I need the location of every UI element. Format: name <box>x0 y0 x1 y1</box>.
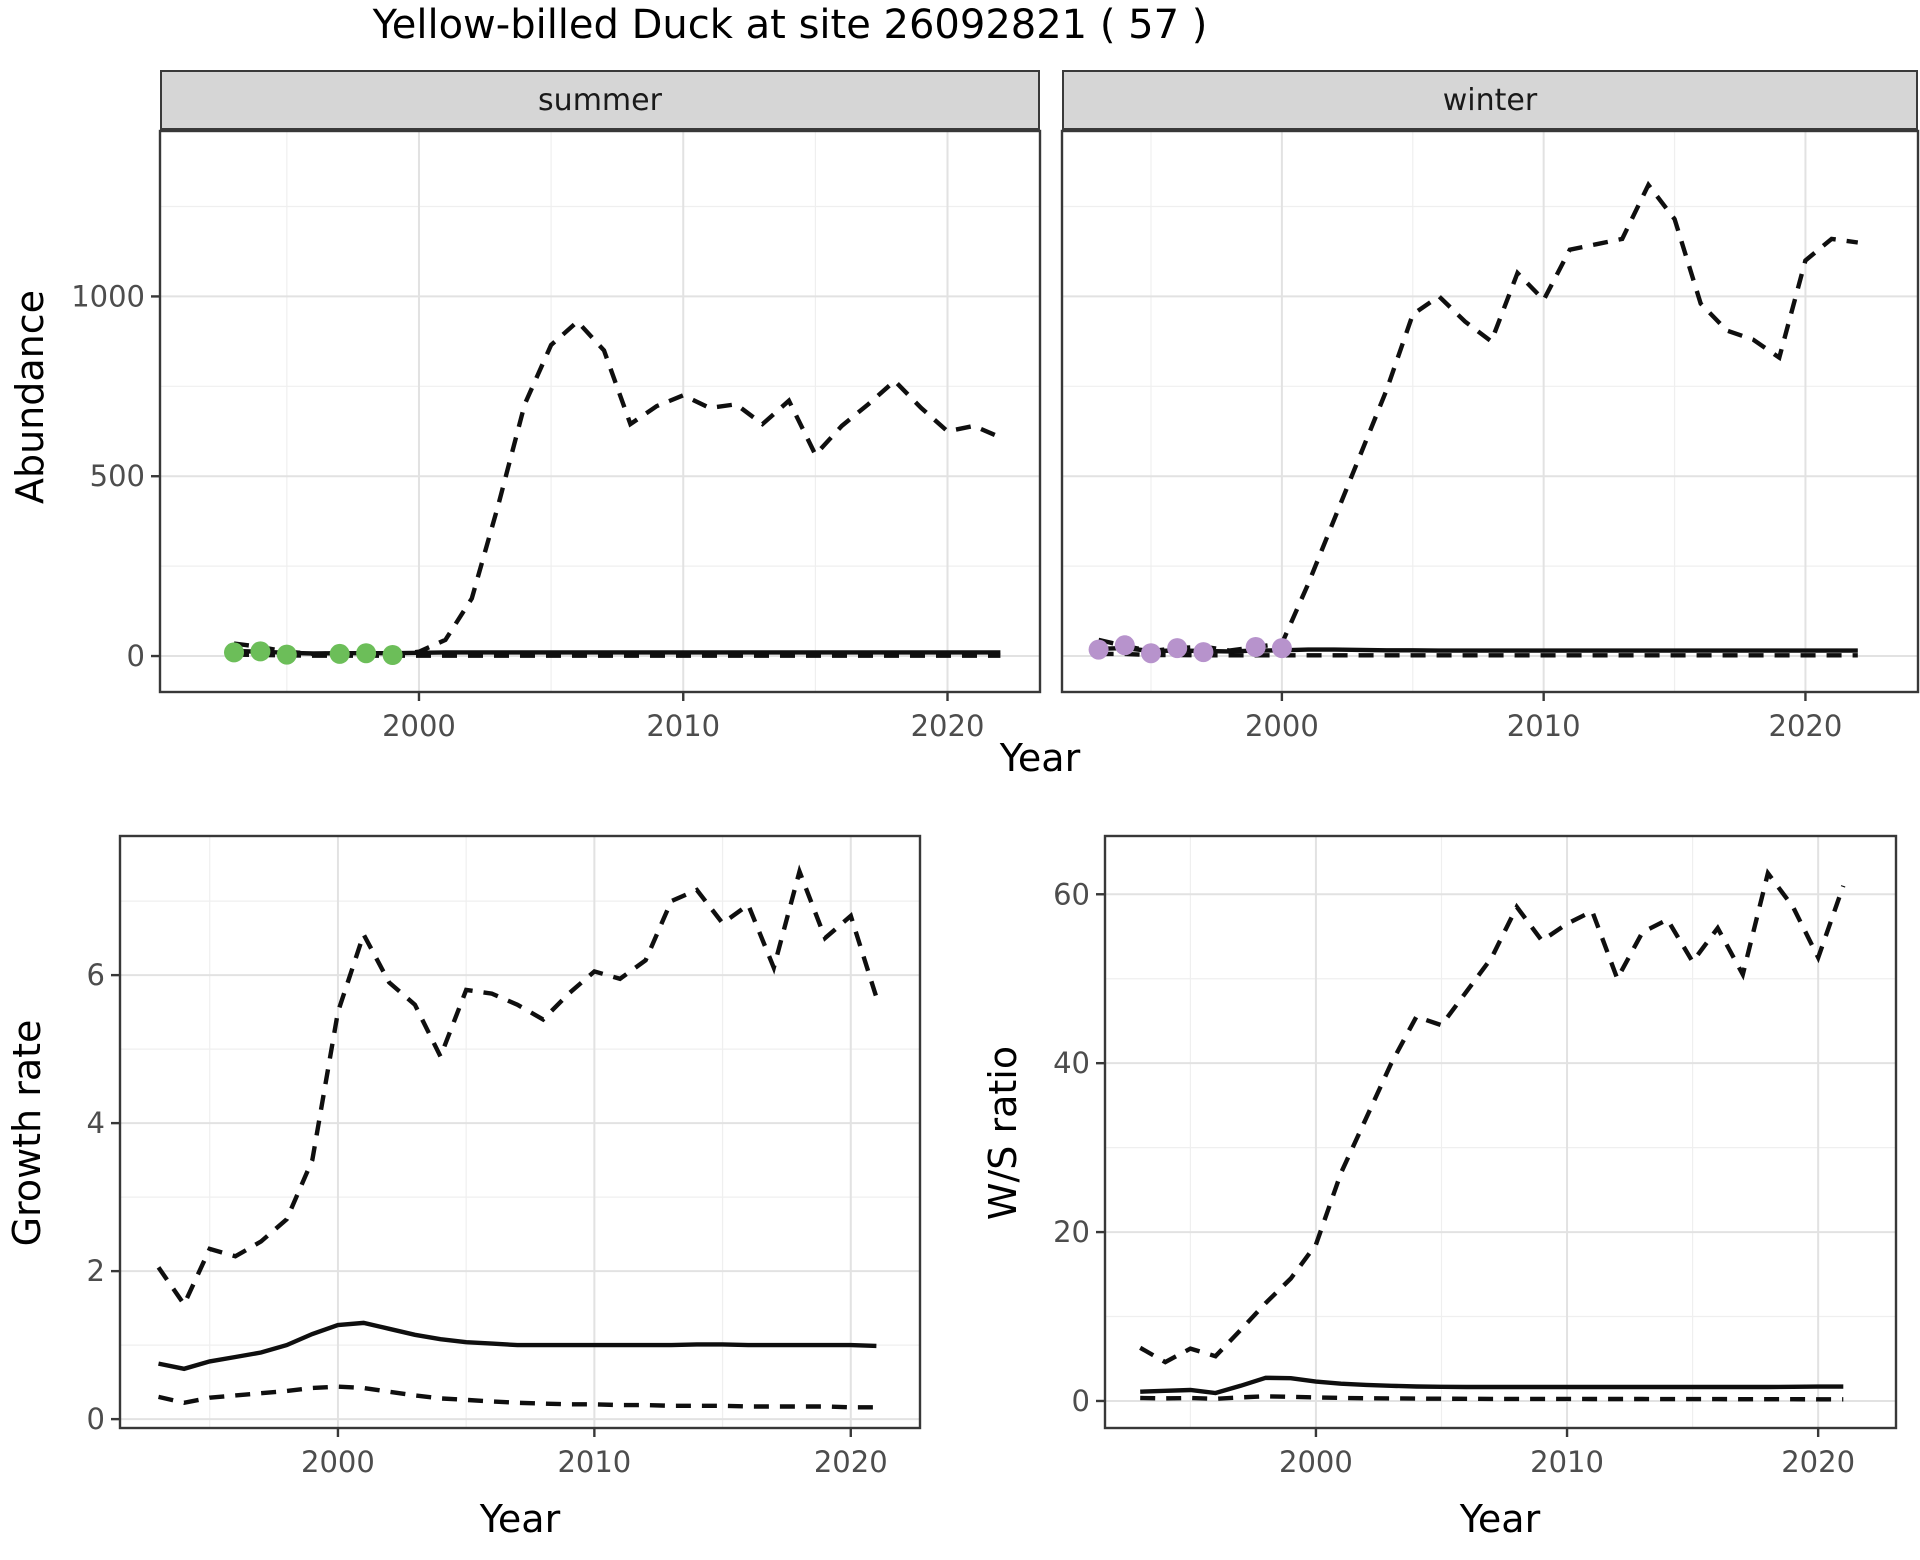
ws-ratio-lower-ci-line <box>1140 1394 1844 1402</box>
x-tick-label: 2000 <box>1245 709 1319 743</box>
winter-abundance-observation-dot <box>1141 643 1161 664</box>
x-axis-title-year-bottom-left: Year <box>479 1497 561 1541</box>
panel-ws-ratio: 2000 2010 2020 0 20 40 60 <box>1053 834 1898 1479</box>
growth-rate-median-line <box>158 1320 877 1372</box>
winter-abundance-observation-dot <box>1271 638 1292 659</box>
panel-winter-abundance: 2000 2010 2020 <box>1060 129 1920 743</box>
panel-border <box>118 834 922 1430</box>
facet-strip-winter: winter <box>1062 70 1918 131</box>
y-tick-label: 0 <box>127 639 145 673</box>
panel-border <box>1103 834 1898 1430</box>
winter-abundance-observation-dot <box>1088 639 1109 660</box>
y-tick-label: 4 <box>87 1106 105 1140</box>
panel-border <box>1060 129 1920 694</box>
growth-rate-lower-ci-line <box>158 1384 877 1410</box>
x-tick-label: 2020 <box>814 1445 888 1479</box>
y-tick-label: 60 <box>1053 877 1090 911</box>
panel-growth-rate: 2000 2010 2020 0 2 4 6 <box>87 834 922 1479</box>
x-tick-label: 2020 <box>1769 709 1843 743</box>
y-tick-label: 0 <box>87 1402 105 1436</box>
summer-abundance-observation-dot <box>382 645 403 665</box>
figure-title: Yellow-billed Duck at site 26092821 ( 57… <box>372 2 1208 48</box>
x-tick-label: 2010 <box>646 709 720 743</box>
ws-ratio-upper-ci-line <box>1139 868 1846 1365</box>
summer-abundance-observation-dot <box>329 643 350 664</box>
winter-abundance-observation-dot <box>1114 635 1135 656</box>
summer-abundance-observation-dot <box>250 641 271 662</box>
x-tick-label: 2020 <box>1781 1445 1855 1479</box>
panel-background <box>120 836 920 1428</box>
summer-abundance-observation-dot <box>224 642 244 663</box>
summer-abundance-observation-dot <box>356 643 377 664</box>
winter-abundance-observation-dot <box>1167 638 1188 659</box>
x-tick-label: 2000 <box>301 1445 375 1479</box>
panel-border <box>158 129 1042 694</box>
winter-abundance-observation-dot <box>1193 642 1214 663</box>
winter-abundance-median-line <box>1098 645 1858 654</box>
x-axis-title-year-bottom-right: Year <box>1459 1497 1541 1541</box>
x-tick-label: 2010 <box>1530 1445 1604 1479</box>
facet-strip-summer-label: summer <box>538 82 662 118</box>
summer-abundance-lower-ci-line <box>233 652 1001 658</box>
x-tick-label: 2000 <box>1279 1445 1353 1479</box>
winter-abundance-lower-ci-line <box>1098 651 1858 658</box>
facet-strip-winter-label: winter <box>1442 82 1538 118</box>
y-tick-label: 1000 <box>71 279 145 313</box>
ws-ratio-median-line <box>1140 1375 1844 1396</box>
x-tick-label: 2010 <box>1507 709 1581 743</box>
panel-summer-abundance: 2000 2010 2020 0 500 1000 <box>71 129 1042 743</box>
x-tick-label: 2020 <box>911 709 985 743</box>
y-tick-label: 40 <box>1053 1046 1090 1080</box>
y-tick-label: 6 <box>87 958 105 992</box>
y-tick-label: 500 <box>90 459 145 493</box>
winter-abundance-upper-ci-line <box>1098 180 1859 654</box>
winter-abundance-observation-dot <box>1245 637 1266 657</box>
panel-background <box>160 131 1040 692</box>
y-tick-label: 20 <box>1053 1215 1090 1249</box>
growth-rate-upper-ci-line <box>156 864 879 1309</box>
y-tick-label: 2 <box>87 1254 105 1288</box>
x-tick-label: 2000 <box>382 709 456 743</box>
x-tick-label: 2010 <box>557 1445 631 1479</box>
panel-background <box>1062 131 1918 692</box>
facet-strip-summer: summer <box>160 70 1040 131</box>
summer-abundance-observation-dot <box>276 644 297 665</box>
x-axis-title-year-top: Year <box>999 736 1081 780</box>
panel-background <box>1105 836 1896 1428</box>
y-tick-label: 0 <box>1072 1384 1090 1418</box>
